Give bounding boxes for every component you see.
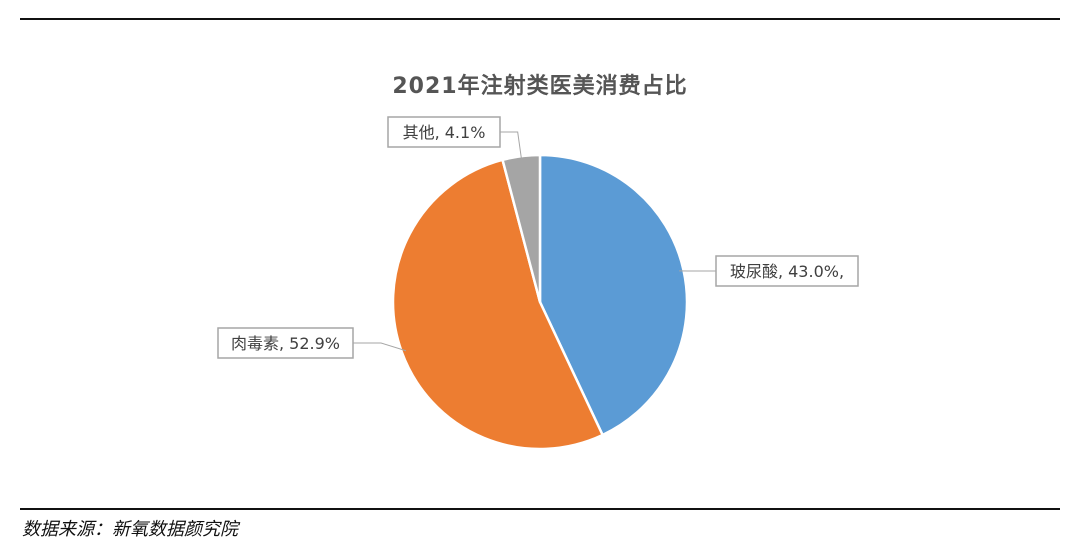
slice-hyaluronic-acid bbox=[538, 153, 689, 437]
data-label-box bbox=[217, 327, 354, 359]
data-source-note: 数据来源：新氧数据颜究院 bbox=[22, 519, 238, 540]
data-label-box bbox=[387, 116, 501, 148]
slice-botox bbox=[391, 158, 605, 451]
data-label: 其他, 4.1% bbox=[403, 123, 486, 142]
top-rule bbox=[20, 18, 1060, 20]
leader-line bbox=[353, 342, 407, 352]
leader-line bbox=[500, 131, 523, 161]
chart-title: 2021年注射类医美消费占比 bbox=[392, 74, 688, 99]
data-label: 肉毒素, 52.9% bbox=[231, 334, 340, 353]
data-label: 玻尿酸, 43.0%, bbox=[730, 262, 844, 281]
data-label-box bbox=[715, 255, 859, 287]
bottom-rule bbox=[20, 508, 1060, 510]
